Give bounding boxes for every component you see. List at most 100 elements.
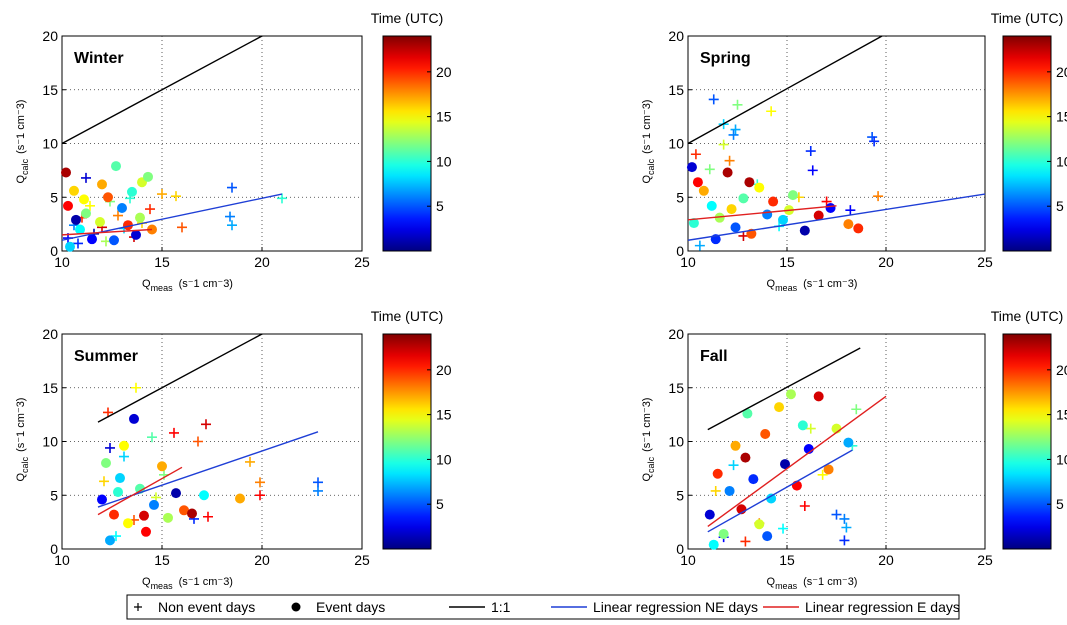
event-point: [766, 493, 777, 504]
event-point: [123, 518, 133, 529]
x-label-unit: (s⁻1 cm⁻3): [179, 278, 233, 290]
y-label-sub: calc: [646, 456, 656, 473]
event-point: [109, 509, 119, 520]
event-point: [754, 182, 765, 193]
non-event-point: [740, 536, 751, 547]
non-event-point: [277, 193, 287, 204]
x-label-main: Q: [142, 278, 151, 290]
non-event-point: [203, 511, 213, 522]
colorbar-tick-label: 5: [436, 198, 444, 214]
non-event-point: [193, 436, 203, 447]
y-axis-label: Qcalc (s⁻1 cm⁻3): [641, 398, 656, 482]
event-point: [61, 167, 71, 178]
event-point: [119, 440, 129, 451]
y-tick-label: 5: [676, 189, 684, 205]
non-event-point: [766, 106, 777, 117]
colorbar-tick-label: 5: [1056, 198, 1064, 214]
event-point: [730, 440, 741, 451]
event-point: [708, 539, 719, 550]
non-event-point: [255, 490, 265, 501]
x-tick-label: 20: [878, 254, 894, 270]
y-label-unit: (s⁻1 cm⁻3): [641, 100, 653, 154]
colorbar-gradient: [1002, 35, 1052, 252]
colorbar-title: Time (UTC): [371, 308, 444, 324]
x-label-main: Q: [142, 576, 151, 588]
non-event-point: [821, 196, 832, 207]
non-event-point: [103, 407, 113, 418]
colorbar-title: Time (UTC): [991, 308, 1064, 324]
event-point: [760, 428, 771, 439]
x-axis-label: Qmeas (s⁻1 cm⁻3): [142, 576, 233, 591]
event-point: [187, 508, 197, 519]
event-point: [109, 235, 119, 246]
non-event-point: [81, 172, 91, 183]
x-label-sub: meas: [151, 283, 174, 293]
event-point: [722, 167, 733, 178]
event-point: [101, 458, 111, 468]
y-label-main: Q: [641, 473, 653, 482]
event-point: [799, 225, 810, 236]
data-marks: [61, 161, 287, 252]
event-point: [235, 493, 245, 504]
non-event-point: [869, 136, 880, 147]
x-tick-label: 15: [779, 552, 795, 568]
y-label-sub: calc: [20, 158, 30, 175]
event-point: [69, 185, 79, 196]
legend-label: Non event days: [158, 599, 255, 615]
event-point: [163, 512, 173, 523]
non-event-point: [171, 191, 181, 202]
x-tick-label: 20: [254, 552, 270, 568]
x-tick-label: 25: [977, 552, 993, 568]
y-tick-label: 15: [668, 82, 684, 98]
colorbar-tick-label: 10: [1056, 153, 1067, 169]
x-label-unit: (s⁻1 cm⁻3): [803, 278, 857, 290]
y-label-sub: calc: [646, 158, 656, 175]
event-point: [129, 413, 139, 424]
event-point: [65, 241, 75, 252]
y-tick-label: 10: [42, 136, 58, 152]
event-point: [853, 223, 864, 234]
event-point: [63, 200, 73, 211]
colorbar: 5 10 15 20 Time (UTC): [371, 308, 452, 550]
colorbar-tick-label: 5: [436, 496, 444, 512]
non-event-point: [227, 182, 237, 193]
x-tick-label: 15: [779, 254, 795, 270]
regression-e-line: [61, 228, 153, 236]
legend-label: 1:1: [491, 599, 511, 615]
event-point: [123, 220, 133, 231]
event-point: [97, 494, 107, 505]
event-point: [692, 177, 703, 188]
non-event-point: [732, 99, 743, 110]
x-axis-label: Qmeas (s⁻1 cm⁻3): [767, 576, 858, 591]
non-event-point: [169, 427, 179, 438]
event-point: [706, 200, 717, 211]
event-point: [105, 535, 115, 546]
legend-plus-marker: [134, 603, 142, 611]
y-axis-label: Qcalc (s⁻1 cm⁻3): [15, 100, 30, 184]
one-to-one-line: [61, 35, 263, 145]
y-tick-label: 0: [676, 541, 684, 557]
non-event-point: [799, 501, 810, 511]
legend-dot-marker: [291, 602, 301, 612]
colorbar-tick-label: 20: [436, 64, 452, 80]
event-point: [718, 528, 729, 539]
colorbar-gradient: [382, 333, 432, 550]
x-tick-label: 15: [154, 254, 170, 270]
panel-title: Winter: [74, 50, 124, 67]
x-label-sub: meas: [775, 283, 798, 293]
colorbar: 5 10 15 20 Time (UTC): [991, 308, 1067, 550]
one-to-one-line: [707, 347, 861, 431]
x-label-main: Q: [767, 278, 776, 290]
y-tick-label: 15: [42, 82, 58, 98]
colorbar-tick-label: 20: [436, 362, 452, 378]
event-point: [171, 488, 181, 499]
non-event-point: [845, 205, 856, 216]
event-point: [75, 224, 85, 235]
y-tick-label: 20: [42, 326, 58, 342]
data-marks: [686, 94, 884, 251]
event-point: [97, 179, 107, 190]
event-point: [797, 420, 808, 431]
event-point: [785, 389, 796, 400]
non-event-point: [724, 155, 735, 166]
